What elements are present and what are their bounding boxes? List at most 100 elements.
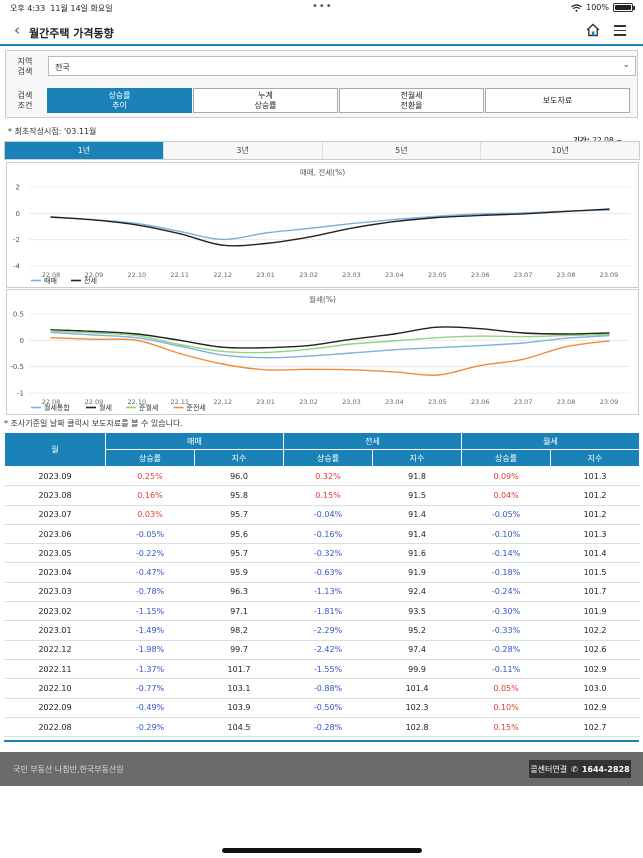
data-point — [393, 371, 396, 373]
table-row[interactable]: 2023.06 -0.05% 95.6 -0.16% 91.4 -0.10% 101.3 — [4, 524, 640, 545]
table-row[interactable]: 2022.09 -0.49% 103.9 -0.50% 102.3 0.10% 102.9 — [4, 698, 640, 718]
cell-month[interactable]: 2022.08 — [4, 717, 106, 738]
x-tick-label[interactable]: 22.11 — [170, 398, 189, 406]
wifi-icon — [571, 3, 582, 12]
back-chevron-icon[interactable]: ‹ — [14, 21, 20, 39]
x-tick-label[interactable]: 22.10 — [128, 398, 147, 406]
x-tick-label[interactable]: 23.05 — [428, 271, 447, 279]
x-tick-label[interactable]: 23.03 — [342, 271, 361, 279]
table-row[interactable]: 2023.05 -0.22% 95.7 -0.32% 91.6 -0.14% 101.4 — [4, 543, 640, 564]
x-tick-label[interactable]: 23.04 — [385, 271, 404, 279]
cell-month[interactable]: 2022.09 — [4, 698, 106, 718]
x-tick-label[interactable]: 23.06 — [471, 271, 490, 279]
data-point — [264, 351, 267, 354]
data-point — [393, 349, 396, 351]
x-tick-label[interactable]: 22.09 — [85, 271, 104, 279]
x-tick-label[interactable]: 22.11 — [170, 271, 189, 279]
cell-sale-rate: 0.16% — [105, 485, 195, 506]
multitask-dots-icon[interactable]: ••• — [312, 1, 333, 12]
hamburger-menu-icon[interactable] — [614, 25, 626, 36]
cell-jeonse-rate: 0.32% — [283, 466, 373, 487]
table-row[interactable]: 2022.10 -0.77% 103.1 -0.88% 101.4 0.05% 103.0 — [4, 678, 640, 699]
cell-month[interactable]: 2023.08 — [4, 485, 106, 506]
cell-month[interactable]: 2023.09 — [4, 466, 106, 487]
tab-3y[interactable]: 3년 — [163, 142, 323, 159]
cell-month[interactable]: 2023.07 — [4, 505, 106, 525]
x-tick-label[interactable]: 23.01 — [256, 398, 275, 406]
condition-button-rate-trend[interactable]: 상승률 추이 — [47, 88, 192, 113]
data-point — [608, 208, 610, 210]
condition-button-cumulative-rate[interactable]: 누계 상승률 — [193, 88, 338, 113]
call-center-button[interactable]: 콜센터연결 ✆ 1644-2828 — [529, 760, 631, 778]
cell-monthly-rate: 0.04% — [461, 485, 551, 506]
condition-button-conversion-rate[interactable]: 전월세 전환율 — [339, 88, 484, 113]
x-tick-label[interactable]: 22.08 — [42, 271, 61, 279]
x-tick-label[interactable]: 22.12 — [213, 271, 232, 279]
data-point — [179, 352, 181, 355]
table-header-row: 월 매매 전세 월세 — [4, 432, 641, 467]
x-tick-label[interactable]: 23.07 — [514, 271, 533, 279]
table-bottom-divider — [4, 740, 639, 742]
tab-1y[interactable]: 1년 — [5, 142, 164, 159]
chart-monthly-rent-svg: 월세(%) 0.5 0 -0.5 -1 22.08 22.09 22.10 22.11 22.12… — [10, 294, 630, 412]
table-row[interactable]: 2022.11 -1.37% 101.7 -1.55% 99.9 -0.11% 102.9 — [4, 659, 640, 680]
x-tick-label[interactable]: 23.04 — [385, 398, 404, 406]
cell-sale-rate: -0.22% — [105, 543, 195, 564]
x-tick-label[interactable]: 23.09 — [600, 271, 619, 279]
tab-5y[interactable]: 5년 — [322, 142, 482, 159]
cell-monthly-rate: -0.30% — [461, 601, 551, 622]
table-row[interactable]: 2023.03 -0.78% 96.3 -1.13% 92.4 -0.24% 101.7 — [4, 582, 640, 603]
cell-month[interactable]: 2022.10 — [4, 678, 106, 699]
data-point — [479, 344, 481, 347]
data-point — [93, 334, 95, 336]
x-tick-label[interactable]: 23.05 — [428, 398, 447, 406]
condition-button-label: 누계 상승률 — [254, 90, 277, 110]
cell-monthly-rate: 0.15% — [461, 717, 551, 738]
home-icon[interactable] — [586, 23, 600, 37]
x-tick-label[interactable]: 23.08 — [557, 271, 576, 279]
table-row[interactable]: 2022.08 -0.29% 104.5 -0.28% 102.8 0.15% 102.7 — [4, 717, 640, 738]
x-tick-label[interactable]: 23.01 — [256, 271, 275, 279]
x-tick-label[interactable]: 22.12 — [213, 398, 232, 406]
x-tick-label[interactable]: 22.09 — [85, 398, 104, 406]
data-point — [50, 337, 52, 339]
x-tick-label[interactable]: 23.02 — [299, 398, 318, 406]
table-row[interactable]: 2023.08 0.16% 95.8 0.15% 91.5 0.04% 101.2 — [4, 485, 640, 506]
tab-10y[interactable]: 10년 — [481, 142, 639, 159]
cell-month[interactable]: 2023.06 — [4, 524, 106, 545]
x-tick-label[interactable]: 23.09 — [600, 398, 619, 406]
data-point — [307, 368, 310, 370]
cell-month[interactable]: 2023.02 — [4, 601, 106, 622]
data-point — [264, 242, 267, 245]
data-point — [307, 236, 310, 238]
data-point — [136, 334, 138, 337]
condition-button-press-release[interactable]: 보도자료 — [485, 88, 630, 113]
table-row[interactable]: 2023.04 -0.47% 95.9 -0.63% 91.9 -0.18% 101.5 — [4, 562, 640, 583]
cell-month[interactable]: 2022.11 — [4, 659, 106, 680]
region-label-text: 지역 검색 — [17, 57, 33, 76]
table-row[interactable]: 2022.12 -1.98% 99.7 -2.42% 97.4 -0.28% 102.6 — [4, 640, 640, 660]
cell-jeonse-index: 99.9 — [372, 659, 462, 680]
cell-month[interactable]: 2022.12 — [4, 640, 106, 660]
region-select[interactable]: 전국 ⌄ — [48, 56, 636, 76]
x-tick-label[interactable]: 22.10 — [128, 271, 147, 279]
region-label: 지역 검색 — [10, 57, 40, 77]
cell-month[interactable]: 2023.04 — [4, 562, 106, 583]
cell-month[interactable]: 2023.03 — [4, 582, 106, 603]
table-row[interactable]: 2023.01 -1.49% 98.2 -2.29% 95.2 -0.33% 102.2 — [4, 620, 640, 641]
x-tick-label[interactable]: 23.02 — [299, 271, 318, 279]
x-tick-label[interactable]: 23.08 — [557, 398, 576, 406]
y-tick-label: 0.5 — [13, 311, 24, 319]
x-tick-label[interactable]: 22.08 — [42, 398, 61, 406]
footer: 국민 부동산 나침반,한국부동산원 콜센터연결 ✆ 1644-2828 — [0, 752, 643, 786]
table-row[interactable]: 2023.09 0.25% 96.0 0.32% 91.8 0.09% 101.3 — [4, 466, 640, 487]
cell-month[interactable]: 2023.05 — [4, 543, 106, 564]
period-tabs: 1년 3년 5년 10년 — [4, 141, 640, 160]
x-tick-label[interactable]: 23.07 — [514, 398, 533, 406]
table-row[interactable]: 2023.02 -1.15% 97.1 -1.81% 93.5 -0.30% 101.9 — [4, 601, 640, 622]
cell-sale-rate: -0.78% — [105, 582, 195, 603]
x-tick-label[interactable]: 23.06 — [471, 398, 490, 406]
x-tick-label[interactable]: 23.03 — [342, 398, 361, 406]
cell-month[interactable]: 2023.01 — [4, 620, 106, 641]
table-row[interactable]: 2023.07 0.03% 95.7 -0.04% 91.4 -0.05% 101.2 — [4, 505, 640, 525]
